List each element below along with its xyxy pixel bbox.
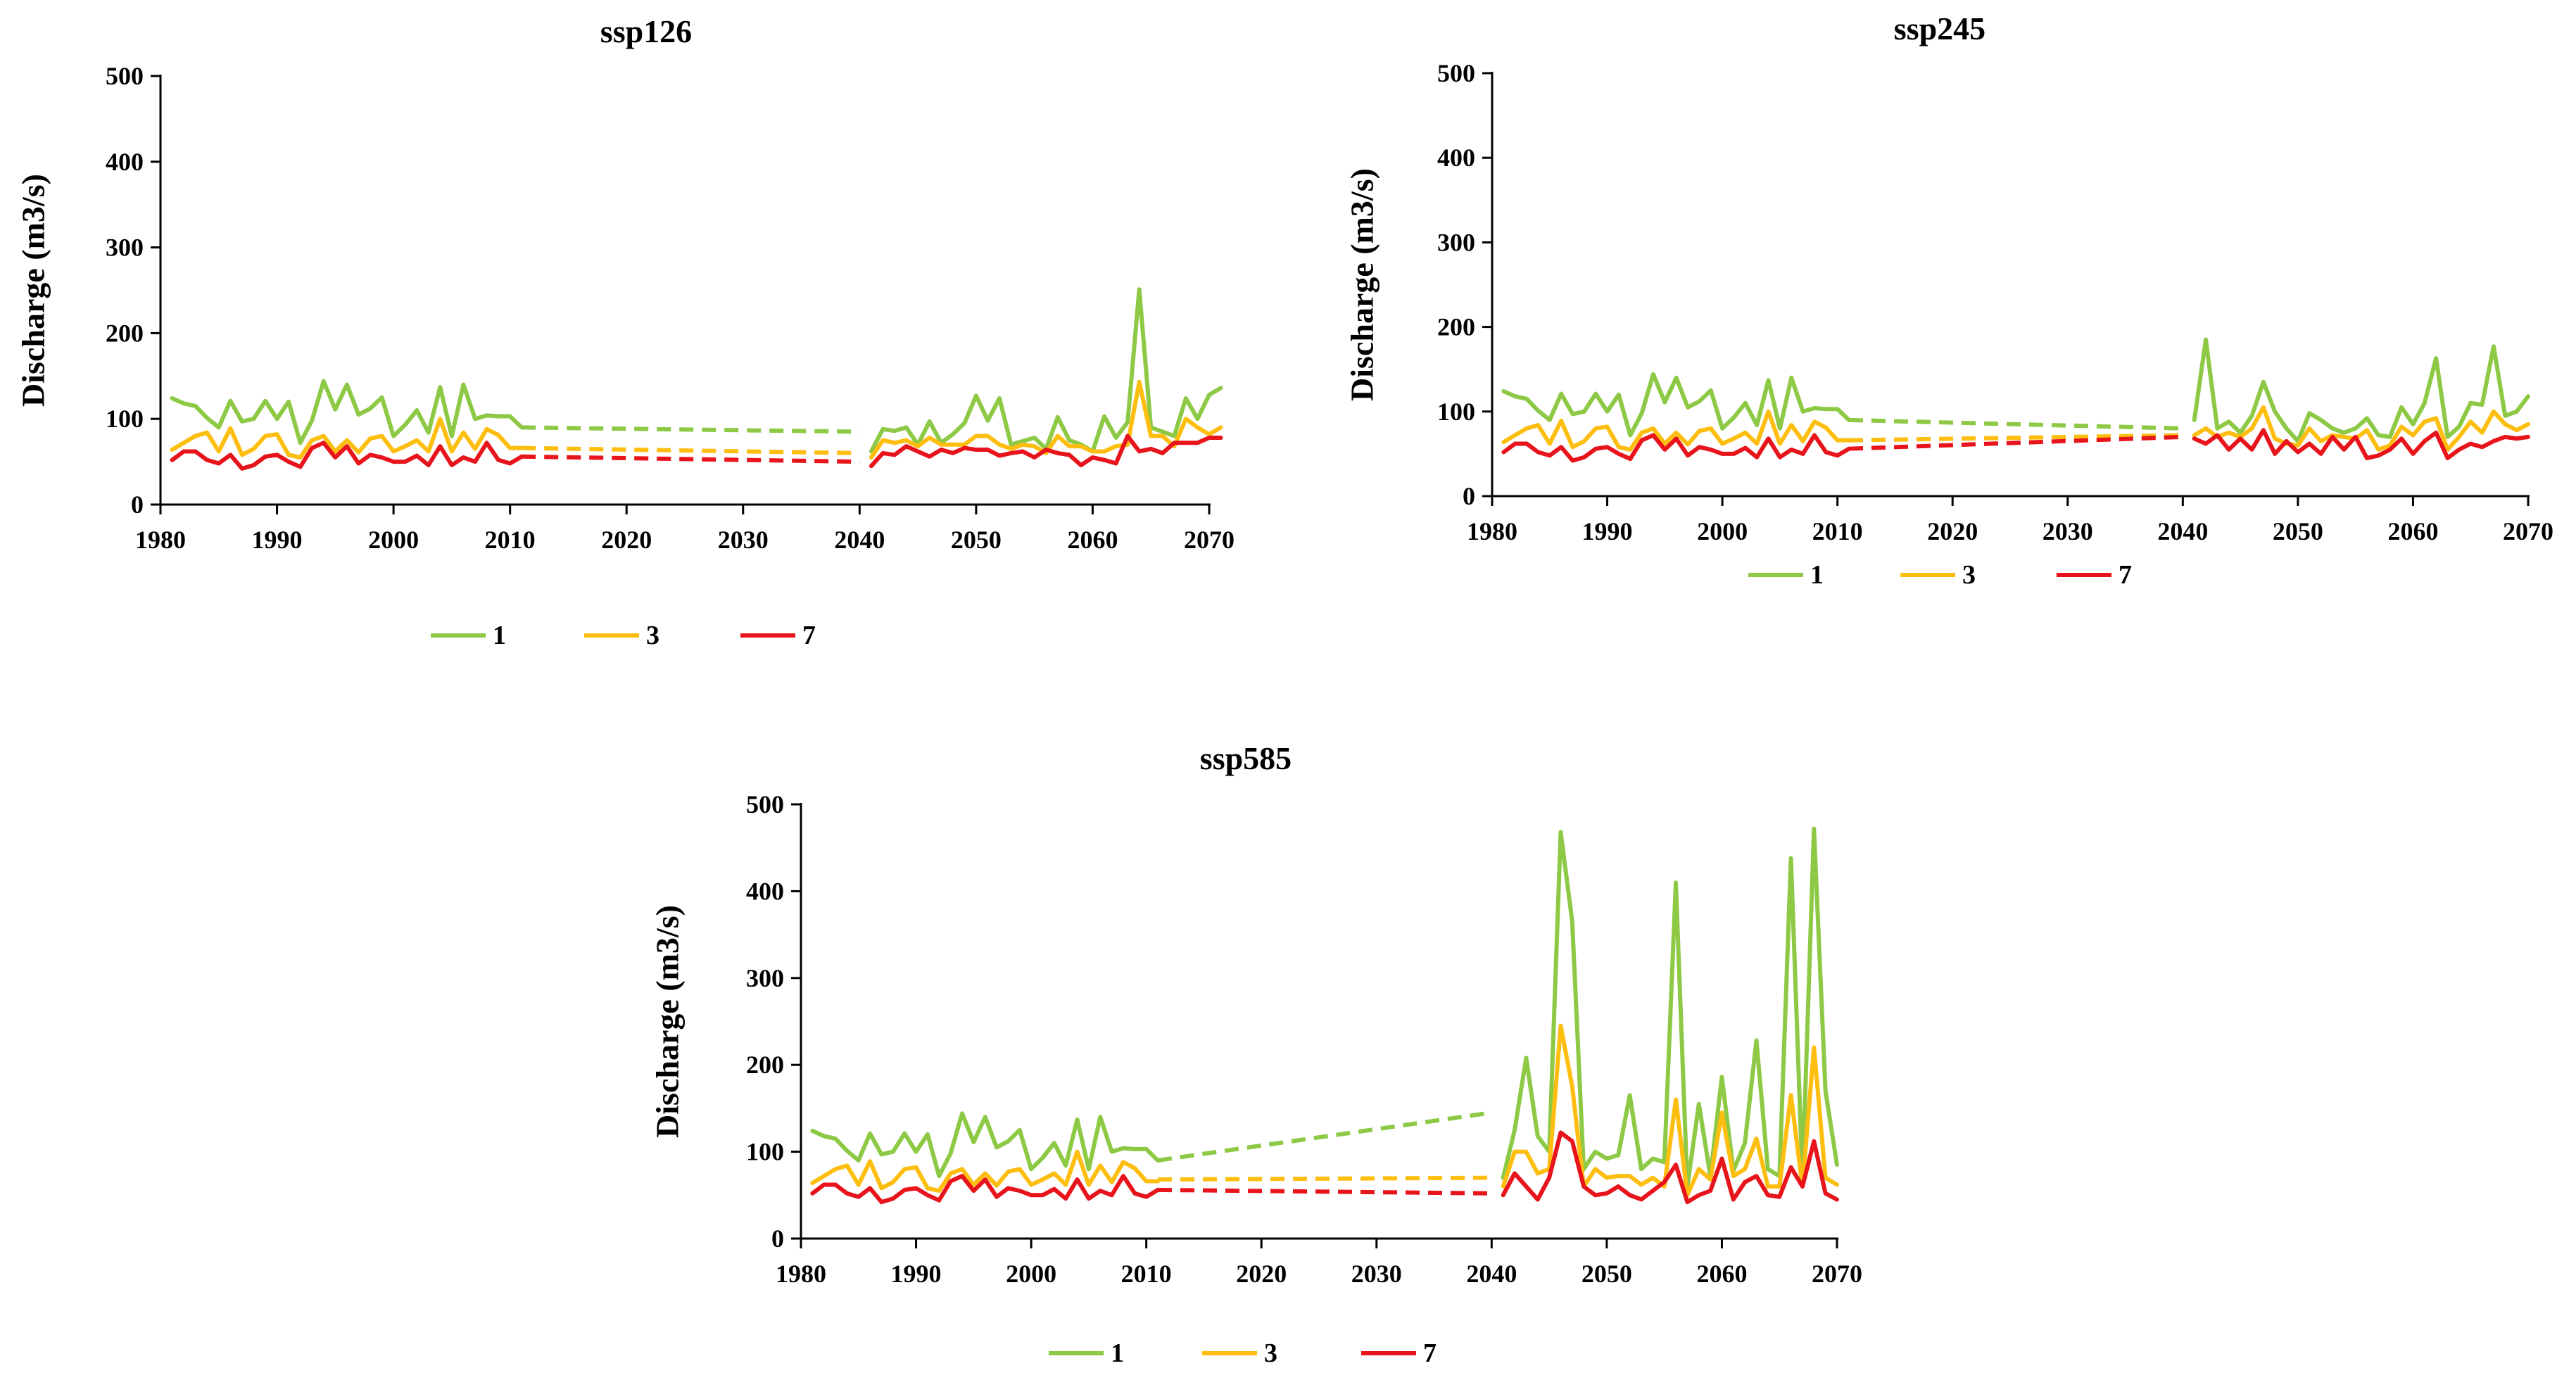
x-tick-label: 2040 [1466,1260,1517,1288]
x-tick-label: 2010 [485,526,536,554]
series-1-future-line [869,287,1223,454]
y-tick-label: 400 [106,148,144,176]
series-1-historical-line [810,1111,1161,1179]
x-tick-label: 2010 [1121,1260,1172,1288]
series-1-historical-line [1501,372,1852,438]
x-tick-label: 2050 [1581,1260,1632,1288]
series-1-future-line [1501,826,1839,1189]
series-3-historical-line [1501,409,1852,452]
series-7-historical-line [170,441,524,471]
series-7-interpolated-line [1157,1187,1492,1196]
chart-title: ssp585 [1200,740,1292,776]
y-tick-label: 0 [771,1224,784,1253]
x-tick-label: 2000 [368,526,419,554]
series-3-future-line [869,379,1223,460]
x-tick-label: 1990 [891,1260,942,1288]
series-3-historical-line [810,1149,1161,1194]
x-tick-label: 2030 [2043,517,2093,545]
y-tick-label: 400 [1437,144,1475,172]
chart-title: ssp245 [1894,11,1985,46]
x-tick-label: 2070 [1184,526,1235,554]
x-tick-label: 2040 [2157,517,2208,545]
x-tick-label: 2070 [1812,1260,1862,1288]
series-7-future-line [869,433,1223,469]
legend-label-1: 1 [493,621,506,650]
x-tick-label: 1980 [135,526,186,554]
y-tick-label: 300 [106,234,144,262]
y-tick-label: 100 [746,1138,784,1166]
legend-label-3: 3 [1962,560,1976,590]
y-tick-label: 300 [746,964,784,992]
legend-label-7: 7 [802,621,816,650]
y-tick-label: 0 [1463,482,1475,510]
series-3-interpolated-line [1158,1175,1492,1182]
y-tick-label: 200 [106,319,144,347]
x-tick-label: 1980 [776,1260,826,1288]
legend-label-1: 1 [1810,560,1824,590]
series-7-future-line [1501,1130,1839,1205]
legend-label-3: 3 [646,621,659,650]
x-tick-label: 2050 [951,526,1002,554]
chart-panel-ssp126: ssp126 Discharge (m3/s) 0 100 200 300 400 500 19… [15,13,1235,650]
x-tick-label: 2060 [2387,517,2438,545]
series-3-interpolated-line [1848,433,2183,443]
chart-panel-ssp245: ssp245 Discharge (m3/s) 0 100 200 300 400 500 19… [1344,11,2553,590]
chart-title: ssp126 [600,13,692,49]
chart-panel-ssp585: ssp585 Discharge (m3/s) 0 100 200 300 400 500 19… [650,740,1862,1368]
y-tick-label: 300 [1437,228,1475,256]
x-tick-label: 2050 [2273,517,2323,545]
x-tick-label: 2000 [1006,1260,1056,1288]
series-7-interpolated-line [1848,434,2183,451]
series-3-historical-line [170,417,524,460]
x-tick-label: 2040 [834,526,885,554]
x-tick-label: 2060 [1067,526,1118,554]
y-tick-label: 400 [746,877,784,905]
series-7-future-line [2192,428,2530,460]
series-1-interpolated-line [522,425,860,434]
y-tick-label: 500 [1437,59,1475,87]
x-tick-label: 2030 [1351,1260,1402,1288]
x-tick-label: 1990 [1582,517,1633,545]
y-axis-label: Discharge (m3/s) [15,174,51,407]
legend-label-7: 7 [1423,1338,1437,1368]
legend-label-1: 1 [1111,1338,1124,1368]
y-tick-label: 0 [131,490,144,519]
y-tick-label: 100 [106,405,144,433]
series-7-historical-line [810,1174,1161,1205]
x-tick-label: 2060 [1696,1260,1747,1288]
series-7-interpolated-line [522,454,860,464]
x-tick-label: 2020 [601,526,652,554]
y-axis-label: Discharge (m3/s) [1344,168,1380,401]
series-1-interpolated-line [1848,417,2183,431]
x-tick-label: 2020 [1236,1260,1287,1288]
series-3-future-line [1501,1023,1839,1198]
y-tick-label: 500 [746,790,784,818]
series-1-interpolated-line [1157,1110,1492,1163]
x-tick-label: 2070 [2503,517,2553,545]
series-1-historical-line [170,379,524,445]
y-tick-label: 200 [1437,313,1475,341]
series-3-interpolated-line [522,445,860,455]
y-tick-label: 500 [106,62,144,90]
x-tick-label: 1990 [252,526,303,554]
y-tick-label: 100 [1437,398,1475,426]
x-tick-label: 2010 [1812,517,1863,545]
series-7-historical-line [1501,433,1852,463]
series-1-future-line [2192,337,2530,443]
y-tick-label: 200 [746,1051,784,1079]
x-tick-label: 2030 [718,526,769,554]
legend-label-3: 3 [1264,1338,1277,1368]
x-tick-label: 2000 [1697,517,1748,545]
x-tick-label: 1980 [1467,517,1517,545]
series-3-future-line [2192,405,2530,452]
x-tick-label: 2020 [1927,517,1978,545]
y-axis-label: Discharge (m3/s) [650,905,686,1138]
legend-label-7: 7 [2119,560,2132,590]
